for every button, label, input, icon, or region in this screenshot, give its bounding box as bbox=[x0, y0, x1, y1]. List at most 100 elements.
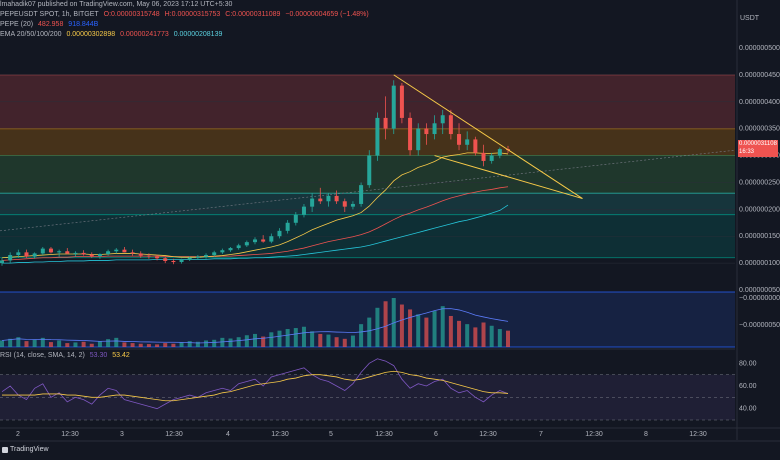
volume-bar-6 bbox=[48, 342, 53, 347]
candle-body-28 bbox=[228, 248, 233, 251]
volume-bar-52 bbox=[424, 317, 429, 347]
volume-bar-22 bbox=[179, 342, 184, 347]
volume-bar-58 bbox=[473, 327, 478, 347]
volume-axis-label-0: −0.00000000 bbox=[739, 295, 780, 302]
volume-indicator-line: PEPE (20) 482.958 918.844B bbox=[0, 21, 101, 28]
candle-body-30 bbox=[244, 242, 249, 246]
candle-body-56 bbox=[457, 134, 462, 145]
tradingview-logo[interactable]: TradingView bbox=[2, 446, 49, 453]
rsi-axis-label-0: 80.00 bbox=[739, 360, 757, 367]
candle-body-16 bbox=[130, 252, 135, 254]
volume-bar-36 bbox=[293, 328, 298, 347]
volume-value-1: 482.958 bbox=[38, 21, 64, 28]
time-label-8: 6 bbox=[434, 431, 438, 438]
price-axis-label-6: 0.00000020000 bbox=[739, 206, 780, 213]
candle-body-13 bbox=[106, 251, 111, 254]
candle-body-18 bbox=[146, 255, 151, 257]
price-axis-label-8: 0.00000010000 bbox=[739, 260, 780, 267]
ema20-value: 0.00000302898 bbox=[66, 31, 116, 38]
volume-bar-55 bbox=[448, 315, 453, 347]
volume-bar-11 bbox=[89, 343, 94, 347]
time-label-9: 12:30 bbox=[479, 431, 497, 438]
volume-bar-10 bbox=[81, 341, 86, 347]
candle-body-17 bbox=[138, 253, 143, 256]
time-label-1: 12:30 bbox=[61, 431, 79, 438]
dotted-trend-extension bbox=[0, 149, 736, 232]
candle-body-15 bbox=[122, 249, 127, 253]
rsi-axis-label-2: 40.00 bbox=[739, 406, 757, 413]
candle-body-25 bbox=[204, 255, 209, 257]
candle-body-5 bbox=[40, 248, 45, 254]
volume-bar-29 bbox=[236, 337, 241, 347]
candle-body-1 bbox=[8, 255, 13, 261]
candle-body-4 bbox=[32, 253, 37, 257]
volume-bar-26 bbox=[212, 339, 217, 347]
candle-body-58 bbox=[473, 139, 478, 153]
volume-bar-7 bbox=[57, 340, 62, 347]
candle-body-10 bbox=[81, 252, 86, 255]
candle-body-27 bbox=[220, 250, 225, 253]
volume-bar-15 bbox=[122, 342, 127, 347]
volume-bar-60 bbox=[489, 325, 494, 347]
candle-body-40 bbox=[326, 195, 331, 202]
volume-bar-35 bbox=[285, 329, 290, 347]
volume-bar-17 bbox=[138, 343, 143, 347]
volume-bar-14 bbox=[114, 337, 119, 347]
price-band-3 bbox=[0, 193, 735, 215]
volume-bar-51 bbox=[416, 314, 421, 347]
symbol-line: PEPEUSDT SPOT, 1h, BITGET O:0.0000031574… bbox=[0, 11, 372, 18]
volume-bar-21 bbox=[171, 343, 176, 347]
volume-bar-1 bbox=[8, 338, 13, 347]
candle-body-37 bbox=[301, 206, 306, 215]
price-axis-label-2: 0.00000040000 bbox=[739, 99, 780, 106]
time-label-12: 8 bbox=[644, 431, 648, 438]
volume-axis-label-1: −0.00000050 bbox=[739, 322, 780, 329]
volume-bar-37 bbox=[301, 326, 306, 347]
tradingview-icon bbox=[2, 446, 8, 453]
candle-body-20 bbox=[163, 258, 168, 261]
candle-body-52 bbox=[424, 128, 429, 135]
volume-bar-20 bbox=[163, 343, 168, 347]
triangle-upper-line bbox=[393, 74, 583, 199]
volume-bar-12 bbox=[97, 341, 102, 347]
volume-bar-46 bbox=[375, 307, 380, 347]
candle-body-24 bbox=[195, 256, 200, 258]
volume-bar-27 bbox=[220, 337, 225, 347]
volume-bar-61 bbox=[497, 329, 502, 347]
time-label-13: 12:30 bbox=[689, 431, 707, 438]
candle-body-33 bbox=[269, 236, 274, 242]
volume-bar-9 bbox=[73, 342, 78, 347]
candle-body-22 bbox=[179, 259, 184, 263]
volume-bar-25 bbox=[204, 340, 209, 347]
price-axis-label-0: 0.00000050000 bbox=[739, 45, 780, 52]
volume-bar-33 bbox=[269, 332, 274, 347]
ohlc-change: −0.00000004659 (−1.48%) bbox=[285, 11, 369, 18]
volume-bar-2 bbox=[16, 337, 21, 347]
volume-bar-45 bbox=[367, 317, 372, 347]
volume-bar-3 bbox=[24, 341, 29, 347]
volume-bar-42 bbox=[342, 338, 347, 347]
volume-bar-47 bbox=[383, 301, 388, 347]
candle-body-32 bbox=[261, 239, 266, 242]
candle-body-7 bbox=[57, 251, 62, 253]
volume-bar-50 bbox=[408, 309, 413, 347]
candle-body-49 bbox=[399, 85, 404, 118]
publisher-text: lmahadik07 published on TradingView.com,… bbox=[0, 1, 233, 8]
time-label-4: 4 bbox=[226, 431, 230, 438]
volume-bar-30 bbox=[244, 335, 249, 347]
brand-text: TradingView bbox=[10, 446, 49, 453]
time-label-7: 12:30 bbox=[375, 431, 393, 438]
ema100-line bbox=[2, 204, 509, 264]
ohlc-close: C:0.00000311089 bbox=[225, 11, 281, 18]
price-axis-label-1: 0.00000045000 bbox=[739, 72, 780, 79]
price-axis-bg bbox=[737, 0, 780, 460]
ema50-line bbox=[1, 186, 509, 261]
candle-body-19 bbox=[155, 256, 160, 259]
time-label-0: 2 bbox=[16, 431, 20, 438]
volume-bar-38 bbox=[310, 331, 315, 347]
volume-bar-54 bbox=[440, 306, 445, 347]
volume-bar-32 bbox=[261, 336, 266, 347]
candle-body-23 bbox=[187, 257, 192, 260]
